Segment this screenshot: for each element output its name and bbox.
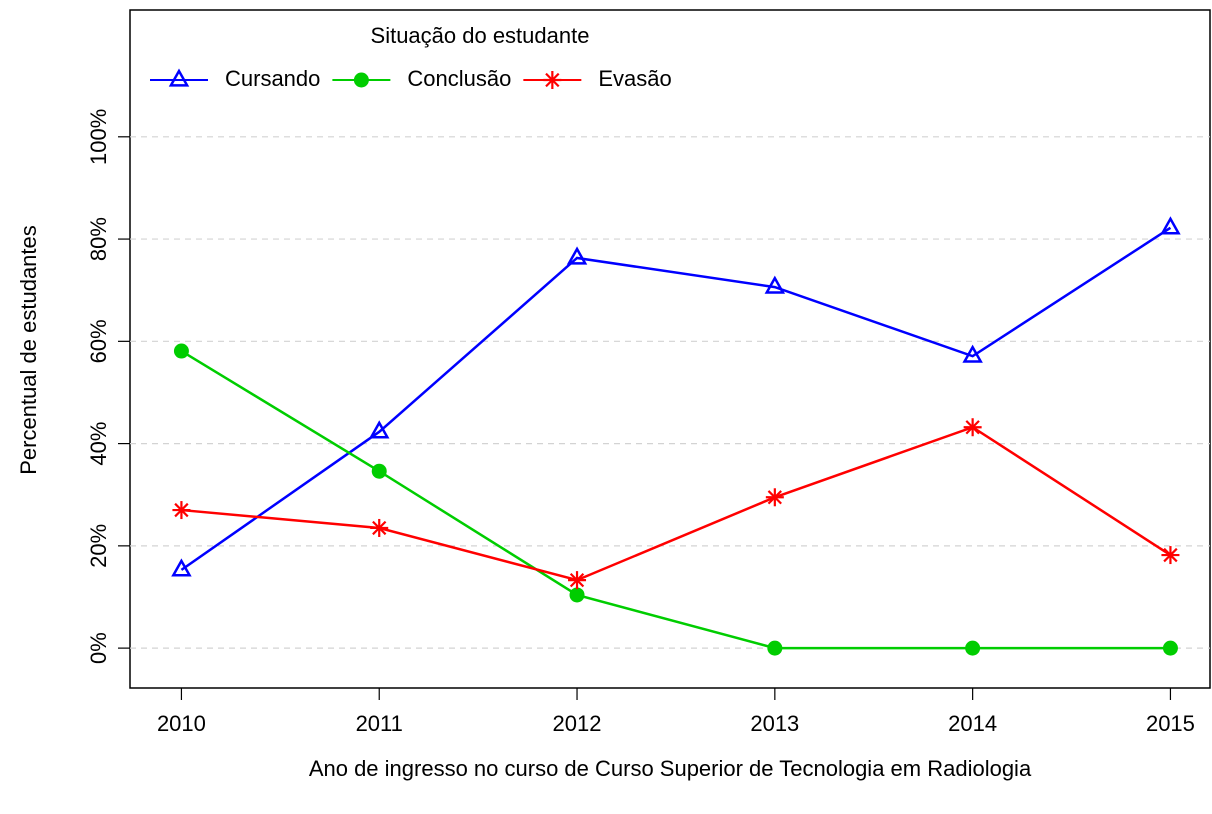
marker <box>543 71 562 89</box>
marker <box>764 275 786 294</box>
x-tick-label: 2012 <box>553 711 602 736</box>
series-line <box>180 349 1171 650</box>
marker <box>568 571 587 590</box>
marker <box>171 558 192 577</box>
x-tick-label: 2010 <box>157 711 206 736</box>
marker <box>963 418 982 437</box>
x-tick-label: 2013 <box>750 711 799 736</box>
legend-label: Cursando <box>225 66 320 91</box>
y-tick-label: 20% <box>86 524 111 568</box>
marker-stroke <box>767 490 782 505</box>
marker <box>172 501 191 520</box>
marker <box>965 640 981 656</box>
plot-box <box>129 9 1211 689</box>
marker <box>765 488 784 507</box>
legend-title: Situação do estudante <box>371 23 590 48</box>
x-tick-label: 2011 <box>356 711 403 736</box>
marker <box>569 587 585 603</box>
legend-label: Evasão <box>598 66 671 91</box>
marker <box>566 246 588 265</box>
y-tick-label: 80% <box>86 217 111 261</box>
y-axis-label: Percentual de estudantes <box>16 225 41 475</box>
y-tick-label: 40% <box>86 422 111 466</box>
marker-stroke <box>545 72 560 88</box>
marker <box>1162 640 1178 656</box>
series-line <box>181 425 1172 582</box>
series-line <box>180 226 1172 571</box>
marker <box>767 640 783 656</box>
y-tick-label: 60% <box>86 319 111 363</box>
marker <box>353 72 369 88</box>
marker <box>168 68 190 87</box>
marker-stroke <box>174 502 189 518</box>
x-axis-label: Ano de ingresso no curso de Curso Superi… <box>309 756 1032 781</box>
x-tick-label: 2015 <box>1146 711 1195 736</box>
y-tick-label: 100% <box>86 109 111 165</box>
y-tick-label: 0% <box>86 632 111 664</box>
marker <box>1161 546 1180 565</box>
marker <box>371 463 387 479</box>
x-tick-label: 2014 <box>948 711 997 736</box>
marker-stroke <box>372 520 387 536</box>
marker <box>962 344 983 363</box>
marker-stroke <box>569 572 585 588</box>
marker <box>370 518 389 537</box>
marker-stroke <box>1163 547 1178 563</box>
legend-label: Conclusão <box>407 66 511 91</box>
marker-stroke <box>965 420 980 435</box>
marker <box>368 420 390 439</box>
marker <box>173 343 189 359</box>
marker <box>1160 216 1181 235</box>
